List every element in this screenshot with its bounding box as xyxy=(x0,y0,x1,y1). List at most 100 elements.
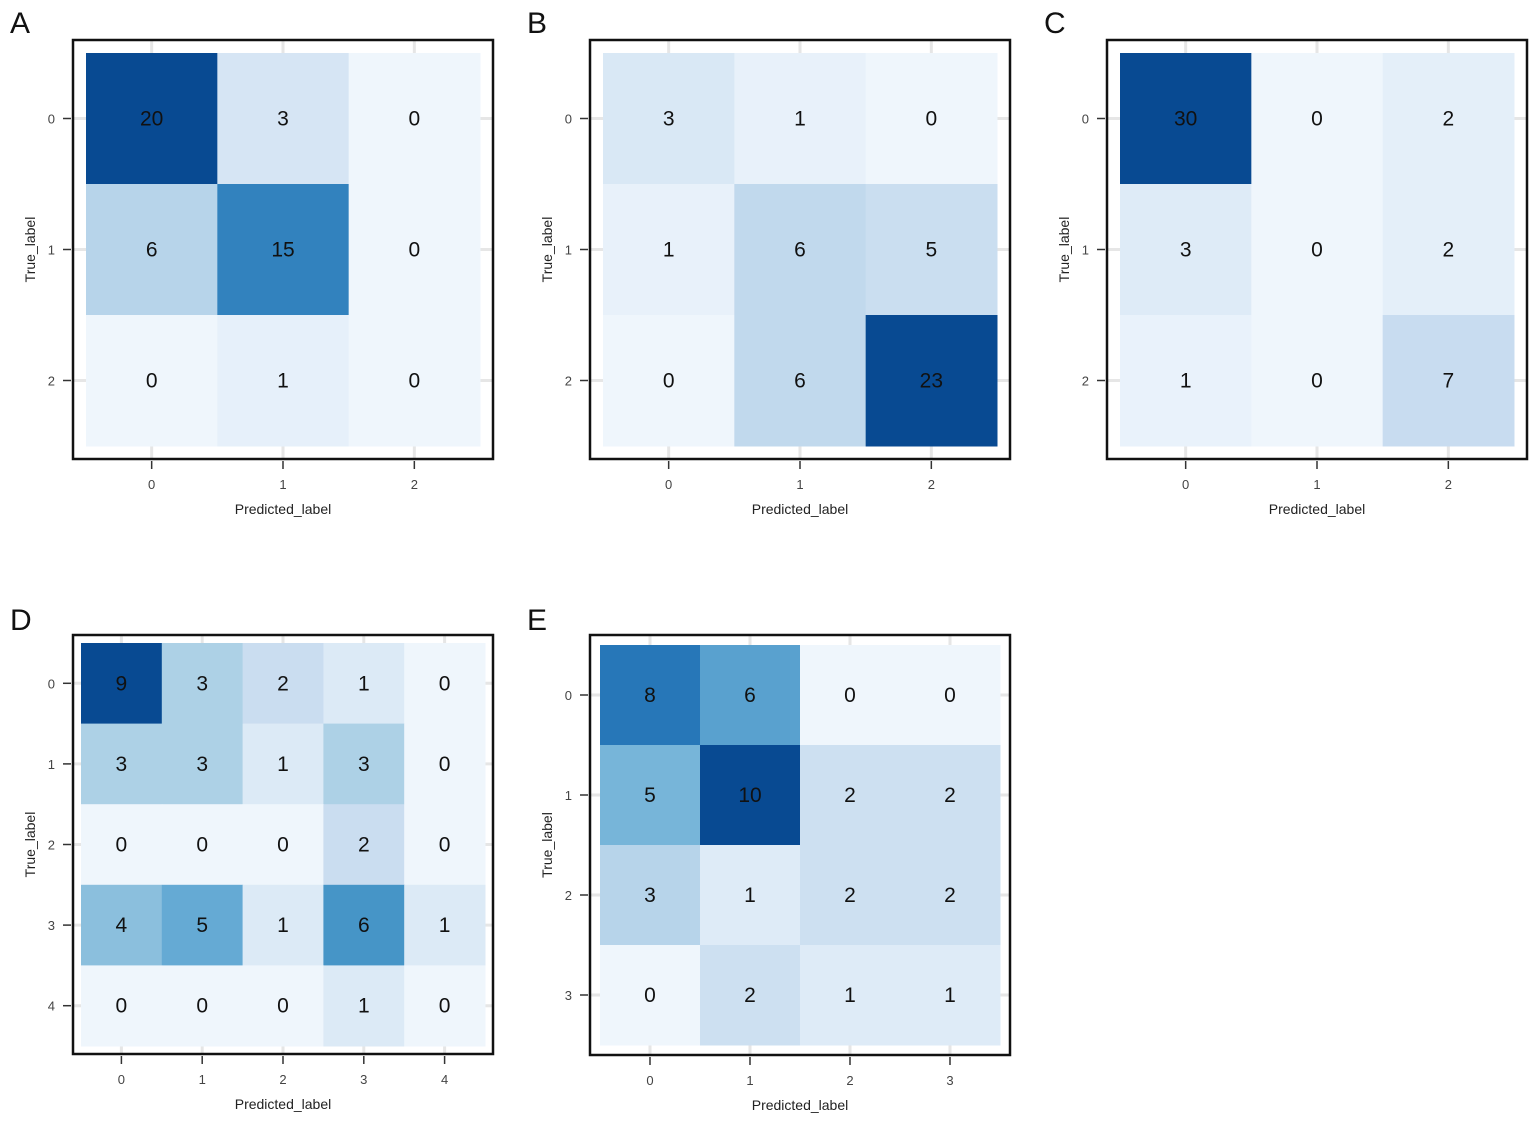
y-axis-label: True_label xyxy=(22,812,38,878)
cell-value: 6 xyxy=(794,239,806,262)
plot-frame xyxy=(588,633,1012,1057)
heatmap-cell xyxy=(404,804,486,886)
heatmap-cell xyxy=(86,184,218,316)
heatmap-cell xyxy=(81,884,163,966)
heatmap-cell xyxy=(242,643,324,725)
cell-value: 0 xyxy=(408,239,420,262)
heatmap-cell xyxy=(865,315,998,447)
heatmap-cell xyxy=(348,315,481,447)
heatmap-cell xyxy=(81,723,163,805)
heatmap-cell xyxy=(242,804,324,886)
heatmap-cell xyxy=(161,643,244,725)
heatmap-cell xyxy=(734,184,867,316)
cell-value: 2 xyxy=(844,784,856,807)
cell-value: 1 xyxy=(744,884,756,907)
cell-value: 1 xyxy=(663,239,675,262)
heatmap-cell xyxy=(800,645,901,746)
cell-value: 3 xyxy=(1180,239,1192,262)
x-tick-label: 1 xyxy=(746,1073,753,1088)
cell-value: 1 xyxy=(1180,370,1192,393)
x-tick-label: 1 xyxy=(279,477,286,492)
heatmap-cell xyxy=(734,53,867,185)
heatmap-cell xyxy=(242,965,324,1047)
y-axis-label: True_label xyxy=(22,217,38,283)
cell-value: 0 xyxy=(146,370,158,393)
cell-value: 0 xyxy=(196,834,208,857)
heatmap-cell xyxy=(800,745,901,846)
x-axis-label: Predicted_label xyxy=(1269,501,1366,517)
panel-letter: A xyxy=(10,7,30,40)
cell-value: 6 xyxy=(146,239,158,262)
heatmap-cell xyxy=(217,53,350,185)
cell-value: 0 xyxy=(116,834,128,857)
cell-value: 8 xyxy=(644,684,656,707)
x-axis-label: Predicted_label xyxy=(752,501,849,517)
heatmap-cell xyxy=(1120,53,1252,185)
heatmap-cell xyxy=(1382,53,1515,185)
heatmap-cell xyxy=(1382,315,1515,447)
cell-value: 0 xyxy=(196,995,208,1018)
heatmap-cell xyxy=(81,804,163,886)
cell-value: 3 xyxy=(644,884,656,907)
plot-frame xyxy=(1105,38,1529,461)
heatmap-cell xyxy=(700,845,801,946)
cell-value: 2 xyxy=(1442,108,1454,131)
heatmap-cell xyxy=(603,53,735,185)
cell-value: 2 xyxy=(277,672,289,695)
cell-value: 23 xyxy=(920,370,943,393)
cell-value: 0 xyxy=(439,834,451,857)
cell-value: 3 xyxy=(196,753,208,776)
heatmap-cell xyxy=(865,53,998,185)
heatmap-cell xyxy=(323,723,405,805)
y-axis-label: True_label xyxy=(539,812,555,878)
heatmap-cell xyxy=(81,643,163,725)
cell-value: 7 xyxy=(1442,370,1454,393)
cell-value: 2 xyxy=(944,784,956,807)
heatmap-cell xyxy=(161,965,244,1047)
cell-value: 2 xyxy=(844,884,856,907)
x-tick-label: 2 xyxy=(411,477,418,492)
y-tick-label: 2 xyxy=(565,888,572,903)
y-tick-label: 1 xyxy=(565,243,572,258)
cell-value: 3 xyxy=(116,753,128,776)
heatmap-cell xyxy=(900,745,1001,846)
cell-value: 0 xyxy=(277,995,289,1018)
y-tick-label: 0 xyxy=(48,112,55,127)
y-tick-label: 0 xyxy=(565,112,572,127)
cell-value: 30 xyxy=(1174,108,1197,131)
heatmap-cell xyxy=(600,945,701,1046)
heatmap-cell xyxy=(404,884,486,966)
x-tick-label: 0 xyxy=(118,1072,125,1087)
cell-value: 1 xyxy=(358,672,370,695)
heatmap-cell xyxy=(1382,184,1515,316)
cell-value: 1 xyxy=(439,914,451,937)
x-axis-label: Predicted_label xyxy=(235,501,332,517)
heatmap-cell xyxy=(600,645,701,746)
heatmap-cell xyxy=(242,884,324,966)
heatmap-cell xyxy=(348,184,481,316)
heatmap-cell xyxy=(1251,315,1384,447)
panel-d: D 9 3 2 1 0 3 3 1 3 0 0 0 0 2 0 4 5 1 6 1 0 0 0 1 0 0 1 2 3 4 0 1 2 3 4 Pred… xyxy=(10,604,495,1112)
cell-value: 0 xyxy=(1311,239,1323,262)
heatmap-cell xyxy=(161,723,244,805)
heatmap-cell xyxy=(404,723,486,805)
cell-value: 3 xyxy=(663,108,675,131)
x-tick-label: 1 xyxy=(1313,477,1320,492)
heatmap-cell xyxy=(348,53,481,185)
cell-value: 3 xyxy=(196,672,208,695)
cell-value: 20 xyxy=(140,108,163,131)
x-tick-label: 0 xyxy=(646,1073,653,1088)
cell-value: 0 xyxy=(408,370,420,393)
cell-value: 0 xyxy=(1311,370,1323,393)
y-tick-label: 4 xyxy=(48,999,55,1014)
y-tick-label: 2 xyxy=(48,838,55,853)
cell-value: 0 xyxy=(439,995,451,1018)
y-tick-label: 0 xyxy=(48,676,55,691)
heatmap-cell xyxy=(600,745,701,846)
cell-value: 2 xyxy=(1442,239,1454,262)
cell-value: 1 xyxy=(794,108,806,131)
cell-value: 5 xyxy=(196,914,208,937)
heatmap-cell xyxy=(323,884,405,966)
cell-value: 0 xyxy=(663,370,675,393)
